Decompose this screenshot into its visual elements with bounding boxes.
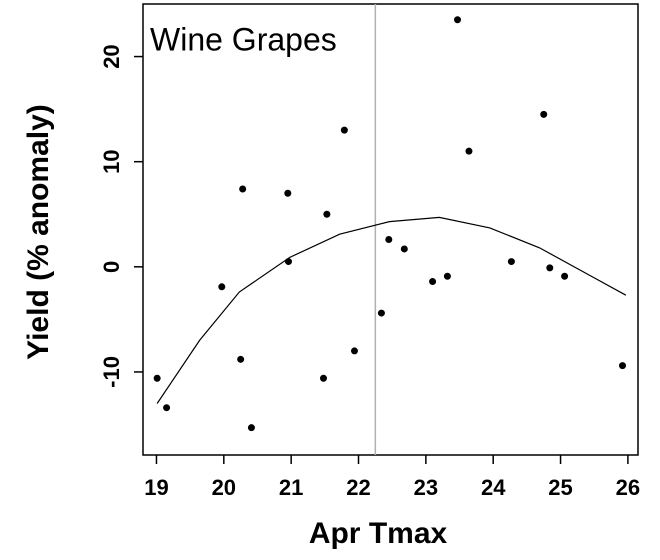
point [284,258,292,266]
point [237,355,245,363]
point [619,362,627,370]
x-tick-label: 25 [548,475,572,500]
point [454,16,462,24]
x-tick-label: 19 [144,475,168,500]
point [540,110,548,118]
point [323,210,331,218]
point [163,404,171,412]
point [443,272,451,280]
y-tick-label: 10 [99,149,124,173]
chart-title: Wine Grapes [150,21,337,57]
x-tick-label: 24 [481,475,506,500]
point [400,245,408,253]
point [319,374,327,382]
x-tick-label: 23 [414,475,438,500]
point [429,278,437,286]
plot-frame [142,3,639,456]
point [385,235,393,243]
point [247,424,255,432]
point [284,189,292,197]
x-tick-label: 22 [346,475,370,500]
y-tick-label: 0 [99,261,124,273]
fit-line [156,216,627,404]
point [340,126,348,134]
point [350,347,358,355]
x-tick-label: 26 [616,475,640,500]
y-tick-label: -10 [99,356,124,388]
x-tick-label: 20 [212,475,236,500]
point [561,272,569,280]
y-axis-label: Yield (% anomaly) [22,104,55,360]
point [153,374,161,382]
point [507,258,515,266]
point [465,147,473,155]
point [546,264,554,272]
y-tick-label: 20 [99,44,124,68]
point [239,185,247,193]
x-axis-label: Apr Tmax [309,517,448,550]
point [218,283,226,291]
point [377,309,385,317]
x-tick-label: 21 [279,475,303,500]
